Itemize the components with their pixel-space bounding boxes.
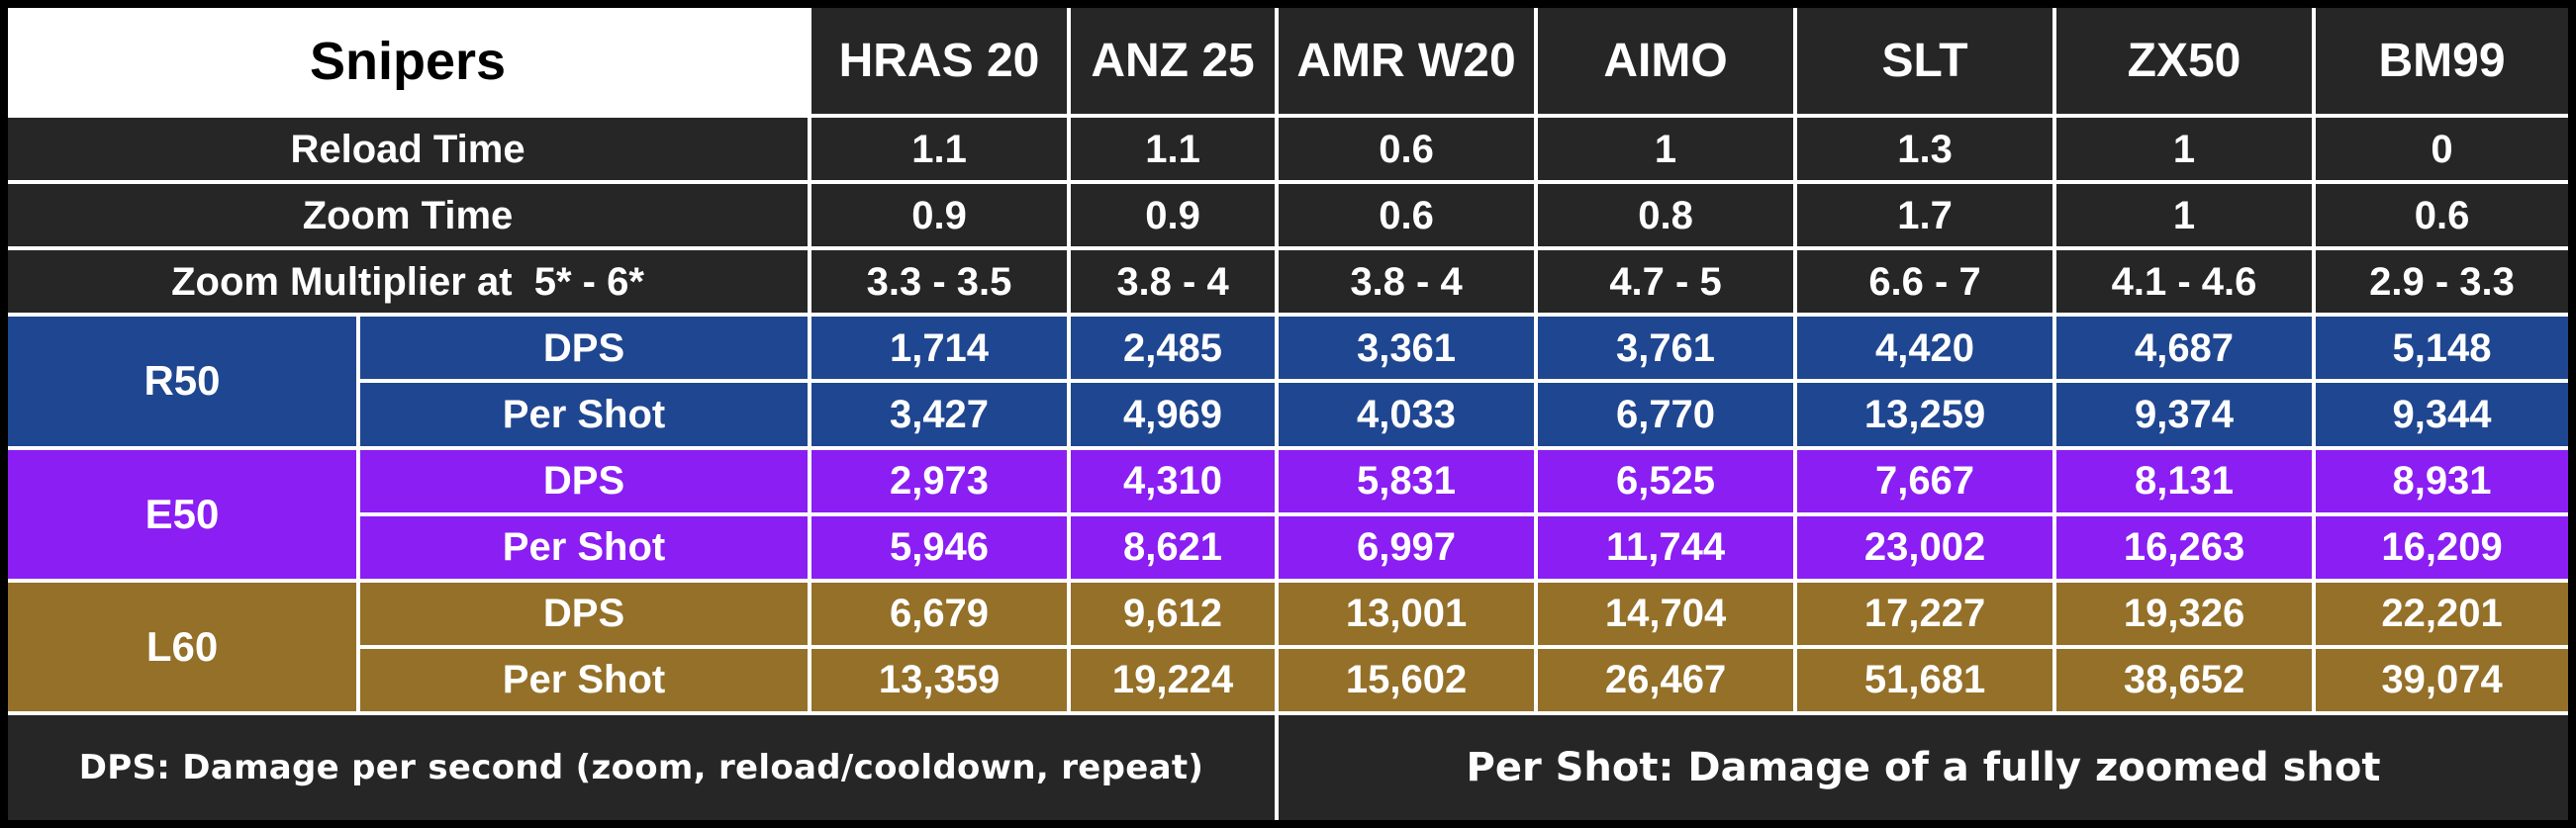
table-cell: 2,973 <box>808 445 1072 516</box>
column-header: ANZ 25 <box>1067 8 1280 119</box>
table-cell: 3,361 <box>1275 313 1539 384</box>
table-cell: 0.8 <box>1534 180 1798 251</box>
table-title: Snipers <box>8 8 812 119</box>
table-cell: 51,681 <box>1793 644 2057 715</box>
table-cell: 1.1 <box>808 114 1072 185</box>
table-cell: 3.3 - 3.5 <box>808 246 1072 318</box>
table-cell: 1 <box>2052 114 2317 185</box>
tier-row-r50-dps: R50 DPS 1,714 2,485 3,361 3,761 4,420 4,… <box>8 313 2569 450</box>
table-cell: 3,761 <box>1534 313 1798 384</box>
table-cell: 0.9 <box>1067 180 1280 251</box>
sniper-stats-table: Snipers HRAS 20 ANZ 25 AMR W20 AIMO SLT … <box>8 8 2569 820</box>
table-cell: 19,326 <box>2052 578 2317 649</box>
table-cell: 3.8 - 4 <box>1067 246 1280 318</box>
table-cell: 4,420 <box>1793 313 2057 384</box>
table-cell: 0.6 <box>1275 180 1539 251</box>
footnote-dps: DPS: Damage per second (zoom, reload/coo… <box>8 710 1280 820</box>
table-cell: 4,310 <box>1067 445 1280 516</box>
table-cell: 7,667 <box>1793 445 2057 516</box>
row-label: Zoom Time <box>8 180 812 251</box>
table-cell: 9,374 <box>2052 379 2317 450</box>
table-cell: 1 <box>2052 180 2317 251</box>
table-cell: 3,427 <box>808 379 1072 450</box>
tier-row-l60-dps: L60 DPS 6,679 9,612 13,001 14,704 17,227… <box>8 578 2569 715</box>
table-cell: 6,525 <box>1534 445 1798 516</box>
table-cell: 38,652 <box>2052 644 2317 715</box>
table-cell: 1.3 <box>1793 114 2057 185</box>
table-cell: 1.1 <box>1067 114 1280 185</box>
tier-row-r50-per-shot: Per Shot 3,427 4,969 4,033 6,770 13,259 … <box>8 379 2569 450</box>
table-cell: 5,946 <box>808 511 1072 583</box>
table-cell: 0.6 <box>2312 180 2569 251</box>
metric-label: DPS <box>355 578 812 649</box>
tier-label-r50: R50 <box>8 313 360 450</box>
table-cell: 14,704 <box>1534 578 1798 649</box>
table-cell: 22,201 <box>2312 578 2569 649</box>
row-label: Zoom Multiplier at 5* - 6* <box>8 246 812 318</box>
table-cell: 4.7 - 5 <box>1534 246 1798 318</box>
column-header: ZX50 <box>2052 8 2317 119</box>
table-cell: 13,259 <box>1793 379 2057 450</box>
column-header: HRAS 20 <box>808 8 1072 119</box>
table-cell: 23,002 <box>1793 511 2057 583</box>
tier-label-e50: E50 <box>8 445 360 583</box>
table-cell: 13,359 <box>808 644 1072 715</box>
table-cell: 16,209 <box>2312 511 2569 583</box>
table-cell: 6,679 <box>808 578 1072 649</box>
table-cell: 0 <box>2312 114 2569 185</box>
table-cell: 8,131 <box>2052 445 2317 516</box>
metric-label: DPS <box>355 445 812 516</box>
row-label: Reload Time <box>8 114 812 185</box>
table-cell: 26,467 <box>1534 644 1798 715</box>
table-cell: 0.9 <box>808 180 1072 251</box>
table-cell: 9,344 <box>2312 379 2569 450</box>
table-cell: 15,602 <box>1275 644 1539 715</box>
table-cell: 1,714 <box>808 313 1072 384</box>
tier-row-e50-dps: E50 DPS 2,973 4,310 5,831 6,525 7,667 8,… <box>8 445 2569 583</box>
table-cell: 19,224 <box>1067 644 1280 715</box>
table-cell: 2.9 - 3.3 <box>2312 246 2569 318</box>
metric-label: Per Shot <box>358 644 812 715</box>
stat-row-zoom-time: Zoom Time 0.9 0.9 0.6 0.8 1.7 1 0.6 <box>8 180 2569 251</box>
column-header: AIMO <box>1534 8 1798 119</box>
table-cell: 4,687 <box>2052 313 2317 384</box>
table-cell: 39,074 <box>2312 644 2569 715</box>
footnote-per-shot: Per Shot: Damage of a fully zoomed shot <box>1275 710 2569 820</box>
table-cell: 11,744 <box>1534 511 1798 583</box>
table-cell: 6,770 <box>1534 379 1798 450</box>
table-cell: 8,621 <box>1067 511 1280 583</box>
column-header: SLT <box>1793 8 2057 119</box>
metric-label: Per Shot <box>358 511 812 583</box>
tier-label-l60: L60 <box>8 578 360 715</box>
table-cell: 5,831 <box>1275 445 1539 516</box>
metric-label: DPS <box>355 313 812 384</box>
tier-row-l60-per-shot: Per Shot 13,359 19,224 15,602 26,467 51,… <box>8 644 2569 715</box>
tier-row-e50-per-shot: Per Shot 5,946 8,621 6,997 11,744 23,002… <box>8 511 2569 583</box>
stat-row-reload-time: Reload Time 1.1 1.1 0.6 1 1.3 1 0 <box>8 114 2569 185</box>
footnote-row: DPS: Damage per second (zoom, reload/coo… <box>8 710 2569 820</box>
table-cell: 4,033 <box>1275 379 1539 450</box>
table-cell: 3.8 - 4 <box>1275 246 1539 318</box>
header-row: Snipers HRAS 20 ANZ 25 AMR W20 AIMO SLT … <box>8 8 2569 119</box>
table-cell: 6,997 <box>1275 511 1539 583</box>
table-cell: 6.6 - 7 <box>1793 246 2057 318</box>
table-cell: 16,263 <box>2052 511 2317 583</box>
table-cell: 4,969 <box>1067 379 1280 450</box>
table-cell: 2,485 <box>1067 313 1280 384</box>
table-cell: 17,227 <box>1793 578 2057 649</box>
column-header: AMR W20 <box>1275 8 1539 119</box>
stat-row-zoom-multiplier: Zoom Multiplier at 5* - 6* 3.3 - 3.5 3.8… <box>8 246 2569 318</box>
table-cell: 9,612 <box>1067 578 1280 649</box>
table-cell: 1 <box>1534 114 1798 185</box>
column-header: BM99 <box>2312 8 2569 119</box>
metric-label: Per Shot <box>358 379 812 450</box>
table-cell: 8,931 <box>2312 445 2569 516</box>
table-cell: 4.1 - 4.6 <box>2052 246 2317 318</box>
table-cell: 0.6 <box>1275 114 1539 185</box>
table-cell: 5,148 <box>2312 313 2569 384</box>
table-cell: 1.7 <box>1793 180 2057 251</box>
table-cell: 13,001 <box>1275 578 1539 649</box>
